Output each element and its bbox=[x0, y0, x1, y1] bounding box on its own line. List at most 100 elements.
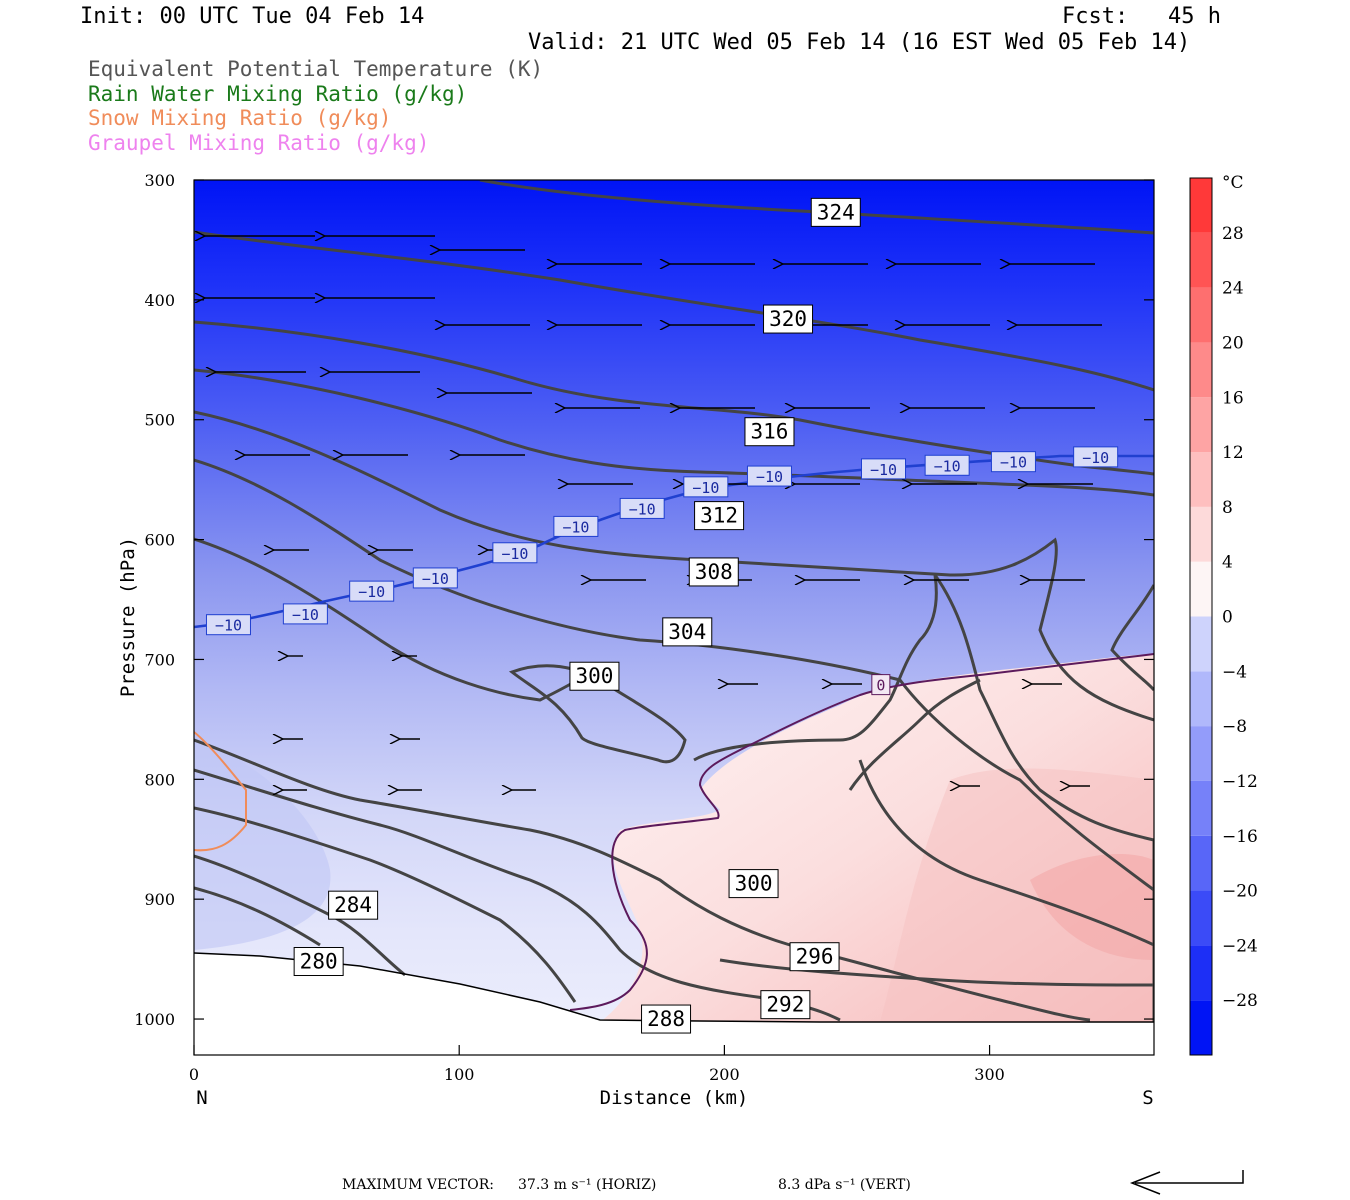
colorbar-bin bbox=[1190, 835, 1212, 891]
colorbar-bin bbox=[1190, 178, 1212, 233]
y-tick-label: 1000 bbox=[134, 1010, 175, 1029]
colorbar-tick-label: 28 bbox=[1222, 224, 1244, 244]
isotherm-label-box bbox=[683, 476, 729, 498]
colorbar-bin bbox=[1190, 561, 1212, 617]
isotherm-label: −10 bbox=[501, 545, 528, 563]
colorbar-tick-label: −20 bbox=[1222, 882, 1258, 902]
y-tick-label: 500 bbox=[144, 411, 175, 430]
theta-e-label: 312 bbox=[700, 504, 738, 528]
theta-e-label-box bbox=[641, 1004, 692, 1034]
x-tick-label: 100 bbox=[444, 1065, 475, 1084]
y-tick-label: 600 bbox=[144, 531, 175, 550]
theta-e-label: 320 bbox=[769, 307, 807, 331]
theta-e-label: 292 bbox=[766, 993, 804, 1017]
theta-e-label: 288 bbox=[647, 1007, 685, 1031]
theta-e-label-box bbox=[662, 617, 713, 647]
theta-e-label: 316 bbox=[751, 420, 789, 444]
colorbar-tick-label: 0 bbox=[1222, 608, 1233, 628]
isotherm-label-box bbox=[282, 603, 328, 625]
colorbar-bin bbox=[1190, 726, 1212, 781]
isotherm-label: −10 bbox=[756, 468, 783, 486]
terrain-line bbox=[193, 952, 1154, 1023]
theta-e-label-box bbox=[728, 869, 779, 899]
isotherm-label: −10 bbox=[692, 479, 719, 497]
isotherm-label-box bbox=[619, 497, 665, 519]
isotherm-label: 0 bbox=[876, 677, 885, 695]
colorbar-bin bbox=[1190, 506, 1212, 562]
isotherm-label-box bbox=[924, 454, 970, 476]
theta-e-label-box bbox=[760, 990, 811, 1020]
colorbar-tick-label: −12 bbox=[1222, 772, 1258, 792]
colorbar-bin bbox=[1190, 780, 1212, 836]
theta-e-label-box bbox=[744, 417, 795, 447]
colorbar-tick-label: 8 bbox=[1222, 498, 1233, 518]
isotherm-label: −10 bbox=[870, 461, 897, 479]
snow-contour bbox=[193, 731, 247, 852]
isotherm-label-box bbox=[205, 614, 251, 636]
legend-rain-water: Rain Water Mixing Ratio (g/kg) bbox=[88, 82, 468, 106]
colorbar-bin bbox=[1190, 232, 1212, 288]
colorbar-tick-label: −8 bbox=[1222, 717, 1247, 737]
colorbar-unit: °C bbox=[1222, 173, 1244, 193]
colorbar-bin bbox=[1190, 452, 1212, 507]
isotherm-label: −10 bbox=[422, 570, 449, 588]
theta-e-label: 300 bbox=[735, 872, 773, 896]
y-tick-label: 800 bbox=[144, 770, 175, 789]
colorbar-bin bbox=[1190, 287, 1212, 343]
isotherm-label-box bbox=[990, 451, 1036, 473]
isotherm-label: −10 bbox=[629, 500, 656, 518]
x-tick-label: 0 bbox=[189, 1065, 199, 1084]
plot-frame bbox=[193, 179, 1155, 1056]
colorbar-bin bbox=[1190, 616, 1212, 672]
x-tick-label: 300 bbox=[974, 1065, 1005, 1084]
y-axis-title: Pressure (hPa) bbox=[117, 537, 139, 697]
colorbar-bin bbox=[1190, 890, 1212, 946]
terrain-mask bbox=[194, 953, 1154, 1055]
init-time: Init: 00 UTC Tue 04 Feb 14 bbox=[80, 4, 425, 29]
y-tick-label: 400 bbox=[144, 291, 175, 310]
north-label: N bbox=[196, 1087, 207, 1109]
max-vector-vert: 8.3 dPa s⁻¹ (VERT) bbox=[778, 1177, 911, 1193]
isotherm-label: −10 bbox=[215, 617, 242, 635]
legend-graupel: Graupel Mixing Ratio (g/kg) bbox=[88, 131, 430, 155]
y-tick-label: 300 bbox=[144, 171, 175, 190]
isotherm-label: −10 bbox=[292, 606, 319, 624]
theta-e-label-box bbox=[789, 942, 840, 972]
colorbar-bin bbox=[1190, 397, 1212, 453]
theta-e-label: 324 bbox=[817, 200, 855, 224]
colorbar-tick-label: −4 bbox=[1222, 662, 1247, 682]
isotherm-label: −10 bbox=[934, 457, 961, 475]
isotherm-label-box bbox=[492, 542, 538, 564]
colorbar-tick-label: −24 bbox=[1222, 936, 1258, 956]
reference-vector-icon bbox=[1129, 1170, 1244, 1195]
theta-e-label: 308 bbox=[695, 560, 733, 584]
theta-e-label-box bbox=[328, 890, 379, 920]
theta-e-label-box bbox=[569, 661, 620, 691]
colorbar-tick-label: 4 bbox=[1222, 553, 1233, 573]
y-tick-label: 900 bbox=[144, 890, 175, 909]
colorbar-tick-label: −28 bbox=[1222, 991, 1258, 1011]
warm-max bbox=[1030, 854, 1154, 960]
colorbar-tick-label: 12 bbox=[1222, 443, 1244, 463]
colorbar-bin bbox=[1190, 1000, 1212, 1055]
colorbar-bin bbox=[1190, 342, 1212, 398]
wind-vectors bbox=[205, 236, 1102, 790]
theta-e-label: 280 bbox=[300, 950, 338, 974]
legend-theta-e: Equivalent Potential Temperature (K) bbox=[88, 57, 544, 81]
legend-snow: Snow Mixing Ratio (g/kg) bbox=[88, 106, 392, 130]
isotherm-label: −10 bbox=[1000, 454, 1027, 472]
colorbar-tick-label: 24 bbox=[1222, 279, 1244, 299]
isotherm-label-box bbox=[861, 458, 907, 480]
theta-e-label-box bbox=[293, 947, 344, 977]
y-tick-label: 700 bbox=[144, 650, 175, 669]
colorbar-tick-label: 16 bbox=[1222, 388, 1244, 408]
colorbar-bin bbox=[1190, 671, 1212, 727]
colorbar-bin bbox=[1190, 945, 1212, 1001]
theta-e-label-box bbox=[688, 557, 739, 587]
theta-e-label: 284 bbox=[334, 893, 372, 917]
theta-e-label-box bbox=[763, 304, 814, 334]
isotherm-label-box bbox=[1073, 446, 1119, 468]
isotherm-label-box bbox=[412, 567, 458, 589]
x-tick-label: 200 bbox=[709, 1065, 740, 1084]
